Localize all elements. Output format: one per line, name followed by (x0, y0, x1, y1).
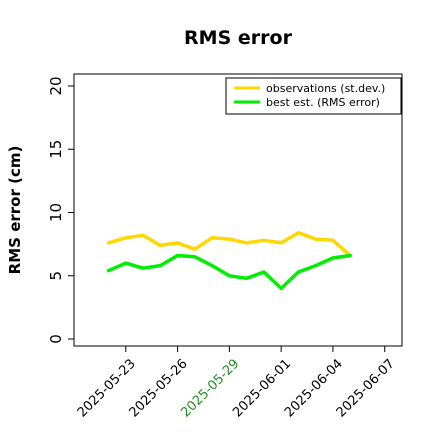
y-axis-label: RMS error (cm) (6, 146, 24, 275)
y-tick-label: 15 (47, 140, 65, 159)
legend-label-best-estimate: best est. (RMS error) (266, 96, 380, 109)
series-line-best-estimate (106, 253, 352, 291)
y-tick-label: 10 (47, 203, 65, 222)
series-lines (106, 230, 352, 291)
y-tick-label: 20 (47, 76, 65, 95)
legend: observations (st.dev.) best est. (RMS er… (225, 77, 402, 115)
y-tick-label: 5 (47, 271, 65, 281)
y-axis-ticks: 0 5 10 15 20 (47, 76, 74, 344)
legend-box (225, 77, 402, 115)
plot-frame (73, 73, 403, 347)
x-axis-ticks: 2025-05-232025-05-262025-05-292025-06-01… (75, 346, 398, 420)
legend-label-observations: observations (st.dev.) (266, 82, 385, 95)
series-line-observations (106, 230, 352, 258)
y-tick-label: 0 (47, 334, 65, 344)
chart-title: RMS error (184, 27, 293, 49)
